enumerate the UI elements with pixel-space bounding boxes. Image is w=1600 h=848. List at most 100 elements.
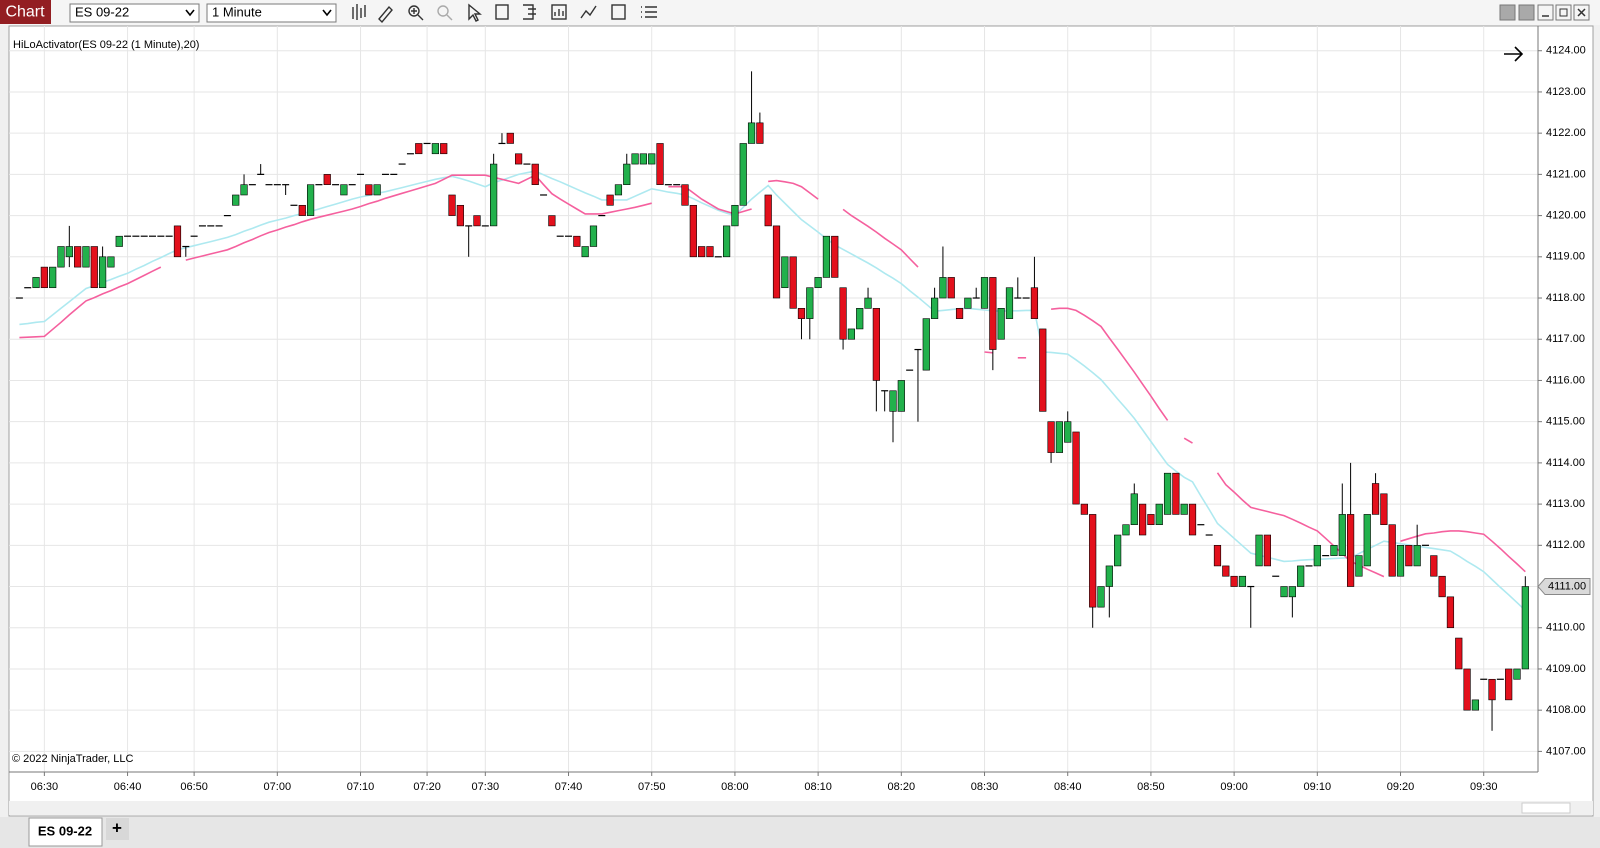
candle-body [1188, 503, 1197, 536]
pointer-icon[interactable] [468, 3, 482, 22]
candle-body [1139, 503, 1147, 536]
draw-icon[interactable] [378, 5, 393, 24]
add-tab-button[interactable] [106, 818, 129, 840]
candle-body [1147, 514, 1155, 526]
window-button[interactable] [1518, 4, 1535, 21]
tab-bar [0, 817, 1600, 848]
candle-body [1355, 555, 1363, 577]
copyright: © 2022 NinjaTrader, LLC [12, 753, 133, 765]
candle-body [706, 246, 714, 258]
candle-body [889, 390, 897, 412]
x-tick-label: 07:20 [413, 781, 441, 793]
candle-body [939, 277, 947, 299]
candle-body [40, 266, 48, 289]
candle-body [1030, 287, 1039, 319]
candle-body [57, 246, 65, 268]
candle-body [32, 277, 40, 289]
candle-body [631, 153, 639, 165]
zoom-in-icon[interactable] [408, 5, 420, 17]
candle-body [506, 132, 514, 144]
candle-body [1488, 678, 1496, 701]
indicator-line [1183, 437, 1193, 444]
candle-body [1163, 472, 1172, 515]
y-tick-label: 4110.00 [1546, 622, 1585, 634]
restore-button[interactable] [1555, 4, 1572, 21]
candle-body [839, 287, 847, 340]
chart-tab[interactable] [28, 817, 103, 847]
candle-body [606, 194, 614, 206]
candle-body [980, 277, 989, 309]
candle-body [490, 163, 498, 227]
candle-body [589, 225, 598, 247]
x-tick-label: 07:50 [638, 781, 666, 793]
scrollbar-thumb[interactable] [1521, 802, 1571, 814]
candle-body [1005, 287, 1014, 319]
y-tick-label: 4113.00 [1546, 498, 1585, 510]
templates-icon[interactable] [523, 4, 536, 20]
candle-body [681, 184, 689, 206]
last-price-tag [1537, 578, 1591, 596]
add-tab-label: + [112, 818, 122, 837]
zoom-out-icon[interactable] [437, 5, 449, 17]
candle-body [1463, 668, 1471, 711]
y-tick-label: 4120.00 [1546, 209, 1586, 221]
minimize-button[interactable] [1537, 4, 1554, 21]
candle-body [173, 225, 182, 258]
candle-body [639, 153, 647, 165]
y-tick-label: 4109.00 [1546, 663, 1586, 675]
candle-body [1180, 503, 1188, 515]
data-box-icon[interactable] [611, 4, 626, 20]
candle-body [440, 143, 448, 155]
candle-body [431, 143, 440, 155]
candle-body [1222, 565, 1230, 577]
candle-body [1297, 565, 1305, 587]
bar-type-icon[interactable] [352, 4, 366, 20]
properties-icon[interactable] [495, 4, 509, 20]
strategies-icon[interactable] [551, 4, 567, 20]
candle-body [1039, 328, 1047, 412]
x-tick-label: 07:10 [347, 781, 375, 793]
candle-body [806, 287, 814, 319]
app-label: Chart [5, 4, 45, 21]
candle-body [1363, 514, 1371, 567]
candle-body [1064, 421, 1072, 443]
candle-body [1505, 668, 1513, 701]
x-tick-label: 09:30 [1470, 781, 1498, 793]
candle-body [49, 266, 57, 289]
window-button[interactable] [1499, 4, 1516, 21]
candle-body [323, 174, 331, 185]
candle-body [1122, 524, 1130, 536]
candle-body [847, 328, 855, 340]
candle-body [1114, 534, 1122, 567]
candle-body [298, 204, 306, 216]
candle-body [822, 235, 831, 278]
candle-body [897, 380, 905, 412]
candle-body [864, 297, 872, 309]
scroll-to-end-arrow[interactable] [1504, 46, 1524, 62]
candle-body [922, 318, 930, 371]
candle-body [814, 277, 822, 289]
y-tick-label: 4112.00 [1546, 539, 1585, 551]
x-tick-label: 06:50 [180, 781, 208, 793]
x-tick-label: 07:30 [472, 781, 500, 793]
candle-body [65, 246, 73, 258]
candle-body [115, 235, 123, 247]
y-tick-label: 4114.00 [1546, 457, 1585, 469]
candle-body [947, 277, 955, 299]
scrollbar[interactable] [9, 801, 1593, 815]
x-tick-label: 09:10 [1304, 781, 1332, 793]
window-controls [1499, 4, 1590, 21]
candle-body [614, 184, 623, 196]
candle-body [739, 143, 747, 206]
candle-body [756, 122, 764, 144]
instrument-text: ES 09-22 [75, 4, 129, 19]
tab-label: ES 09-22 [38, 823, 92, 838]
toolbar-icons [352, 3, 657, 24]
candle-body [473, 215, 481, 227]
list-icon[interactable] [641, 6, 657, 18]
candle-body [1288, 586, 1296, 598]
indicators-icon[interactable] [580, 5, 597, 19]
interval-select[interactable] [206, 3, 337, 23]
instrument-select[interactable] [69, 3, 200, 23]
